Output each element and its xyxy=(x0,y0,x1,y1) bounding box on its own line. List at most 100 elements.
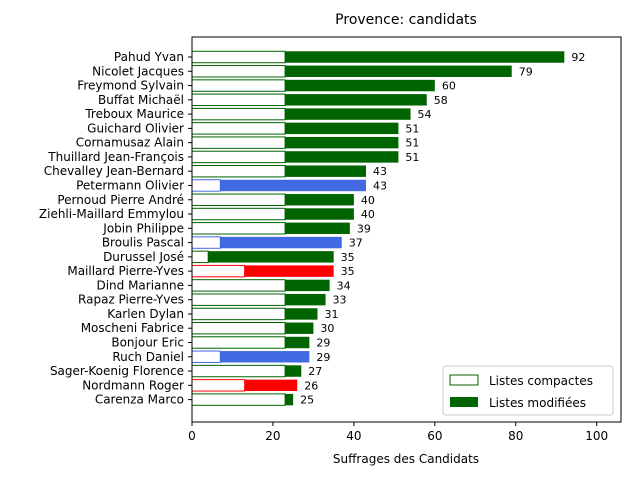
bar-compact xyxy=(191,65,286,78)
bar-modified xyxy=(285,108,411,120)
y-tick-label: Pahud Yvan xyxy=(114,50,184,64)
bar-total-label: 30 xyxy=(320,322,334,335)
y-tick-label: Pernoud Pierre André xyxy=(57,193,184,207)
bar-compact xyxy=(191,393,286,406)
bar-total-label: 54 xyxy=(418,108,432,121)
bar-total-label: 31 xyxy=(324,308,338,321)
axes-frame xyxy=(191,36,622,423)
y-tick-label: Carenza Marco xyxy=(95,393,184,407)
bar-modified xyxy=(285,94,427,106)
bar-compact xyxy=(191,50,286,64)
bar-compact xyxy=(191,350,221,363)
y-tick-label: Durussel José xyxy=(103,250,184,264)
bar-total-label: 43 xyxy=(373,165,387,178)
bar-modified xyxy=(285,308,318,320)
bar-compact xyxy=(191,136,286,149)
bar-compact xyxy=(191,364,286,378)
bar-total-label: 25 xyxy=(300,394,314,407)
bar-compact xyxy=(191,179,221,192)
y-tick-label: Rapaz Pierre-Yves xyxy=(78,293,184,307)
bar-total-label: 27 xyxy=(308,365,322,378)
x-tick-label: 40 xyxy=(346,429,361,443)
bar-compact xyxy=(191,293,286,306)
y-tick-label: Buffat Michaël xyxy=(98,93,184,107)
y-tick-label: Chevalley Jean-Bernard xyxy=(44,164,184,178)
bar-modified xyxy=(220,179,367,192)
bar-compact xyxy=(191,193,286,206)
x-tick-label: 60 xyxy=(427,429,442,443)
legend-label-compact: Listes compactes xyxy=(489,374,593,388)
legend: Listes compactes Listes modifiées xyxy=(442,365,614,416)
bar-modified xyxy=(285,279,330,292)
bar-compact xyxy=(191,79,286,92)
bar-compact xyxy=(191,264,246,278)
y-tick-label: Jobin Philippe xyxy=(102,221,184,235)
bar-modified xyxy=(285,208,354,220)
bar-modified xyxy=(285,151,399,163)
bar-modified xyxy=(244,265,334,277)
bar-modified xyxy=(285,322,314,334)
bar-total-label: 51 xyxy=(405,151,419,164)
bar-compact xyxy=(191,150,286,164)
bar-total-label: 40 xyxy=(361,208,375,221)
bar-compact xyxy=(191,279,286,292)
y-tick-label: Cornamusaz Alain xyxy=(76,136,184,150)
bar-compact xyxy=(191,307,286,321)
bar-compact xyxy=(191,107,286,121)
y-tick-label: Broulis Pascal xyxy=(102,236,184,250)
bar-total-label: 58 xyxy=(434,94,448,107)
bar-total-label: 34 xyxy=(337,279,351,292)
bar-total-label: 79 xyxy=(519,65,533,78)
y-tick-label: Ziehli-Maillard Emmylou xyxy=(39,207,184,221)
bar-modified xyxy=(285,293,326,306)
bar-compact xyxy=(191,93,286,107)
bar-modified xyxy=(285,65,512,77)
bar-compact xyxy=(191,222,286,235)
bar-modified xyxy=(285,393,294,406)
y-tick-label: Guichard Olivier xyxy=(87,121,184,135)
legend-frame xyxy=(442,365,614,416)
bar-total-label: 60 xyxy=(442,80,456,93)
y-tick-label: Karlen Dylan xyxy=(107,307,184,321)
bar-compact xyxy=(191,207,286,221)
bar-compact xyxy=(191,250,209,264)
y-tick-label: Nordmann Roger xyxy=(82,378,184,392)
bar-total-label: 33 xyxy=(333,294,347,307)
bar-modified xyxy=(285,79,435,92)
bar-total-label: 40 xyxy=(361,194,375,207)
bar-compact xyxy=(191,164,286,178)
bar-total-label: 29 xyxy=(316,351,330,364)
bar-modified xyxy=(208,251,334,263)
bar-modified xyxy=(220,236,342,249)
x-tick-label: 20 xyxy=(265,429,280,443)
bar-compact xyxy=(191,322,286,335)
legend-label-modified: Listes modifiées xyxy=(489,396,586,410)
plot-area: 9279605854515151434340403937353534333130… xyxy=(191,50,585,407)
bar-modified xyxy=(244,379,298,392)
chart-title: Provence: candidats xyxy=(335,12,477,28)
bar-total-label: 35 xyxy=(341,251,355,264)
bar-total-label: 26 xyxy=(304,379,318,392)
y-tick-label: Sager-Koenig Florence xyxy=(50,364,184,378)
y-tick-label: Petermann Olivier xyxy=(76,178,184,192)
bar-total-label: 35 xyxy=(341,265,355,278)
x-tick-label: 80 xyxy=(508,429,523,443)
x-axis-label: Suffrages des Candidats xyxy=(333,452,479,466)
bar-compact xyxy=(191,236,221,249)
bar-total-label: 37 xyxy=(349,237,363,250)
y-tick-label: Bonjour Eric xyxy=(111,336,184,350)
bar-modified xyxy=(285,122,399,135)
x-tick-label: 100 xyxy=(585,429,608,443)
bar-total-label: 43 xyxy=(373,179,387,192)
bar-compact xyxy=(191,122,286,135)
bar-modified xyxy=(285,194,354,206)
x-axis: 0 20 40 60 80 100 xyxy=(188,422,608,443)
y-tick-label: Dind Marianne xyxy=(96,278,184,292)
bar-total-label: 51 xyxy=(405,122,419,135)
bar-modified xyxy=(285,222,350,235)
y-tick-label: Treboux Maurice xyxy=(84,107,184,121)
legend-swatch-modified xyxy=(450,397,478,407)
bar-modified xyxy=(285,51,565,63)
